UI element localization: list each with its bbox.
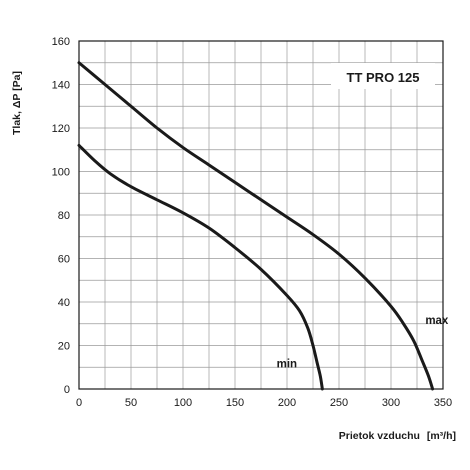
y-tick-labels: 0 20 40 60 80 100 120 140 160: [52, 36, 70, 396]
y-tick-label: 140: [52, 80, 70, 92]
grid: [79, 41, 443, 389]
y-tick-label: 20: [58, 341, 70, 353]
x-axis-label-text: Prietok vzduchu: [339, 430, 420, 442]
title-background: [331, 63, 435, 89]
y-tick-label: 0: [64, 384, 70, 396]
y-tick-label: 120: [52, 123, 70, 135]
plot-frame: [78, 40, 444, 390]
x-tick-label: 0: [76, 397, 82, 409]
y-tick-label: 40: [58, 297, 70, 309]
y-tick-label: 80: [58, 210, 70, 222]
x-tick-label: 50: [125, 397, 137, 409]
y-tick-label: 100: [52, 167, 70, 179]
x-tick-label: 300: [382, 397, 400, 409]
x-tick-label: 200: [278, 397, 296, 409]
x-tick-label: 100: [174, 397, 192, 409]
y-axis-label: Tlak, ΔP [Pa]: [11, 71, 23, 135]
y-tick-label: 60: [58, 254, 70, 266]
series-lines: [77, 61, 435, 391]
x-tick-label: 350: [434, 397, 452, 409]
title-box: TT PRO 125: [331, 63, 435, 89]
x-tick-label: 250: [330, 397, 348, 409]
series-labels: max min: [277, 315, 449, 371]
x-tick-label: 150: [226, 397, 244, 409]
chart-title: TT PRO 125: [347, 70, 420, 85]
x-tick-labels: 0 50 100 150 200 250 300 350: [76, 397, 452, 409]
series-label-max: max: [425, 315, 449, 327]
x-axis-label: Prietok vzduchu [m³/h]: [339, 430, 456, 442]
series-line-min: [77, 143, 324, 391]
series-label-min: min: [277, 358, 297, 370]
series-line-max: [77, 61, 435, 391]
y-tick-label: 160: [52, 36, 70, 48]
x-axis-label-unit: [m³/h]: [427, 430, 456, 442]
